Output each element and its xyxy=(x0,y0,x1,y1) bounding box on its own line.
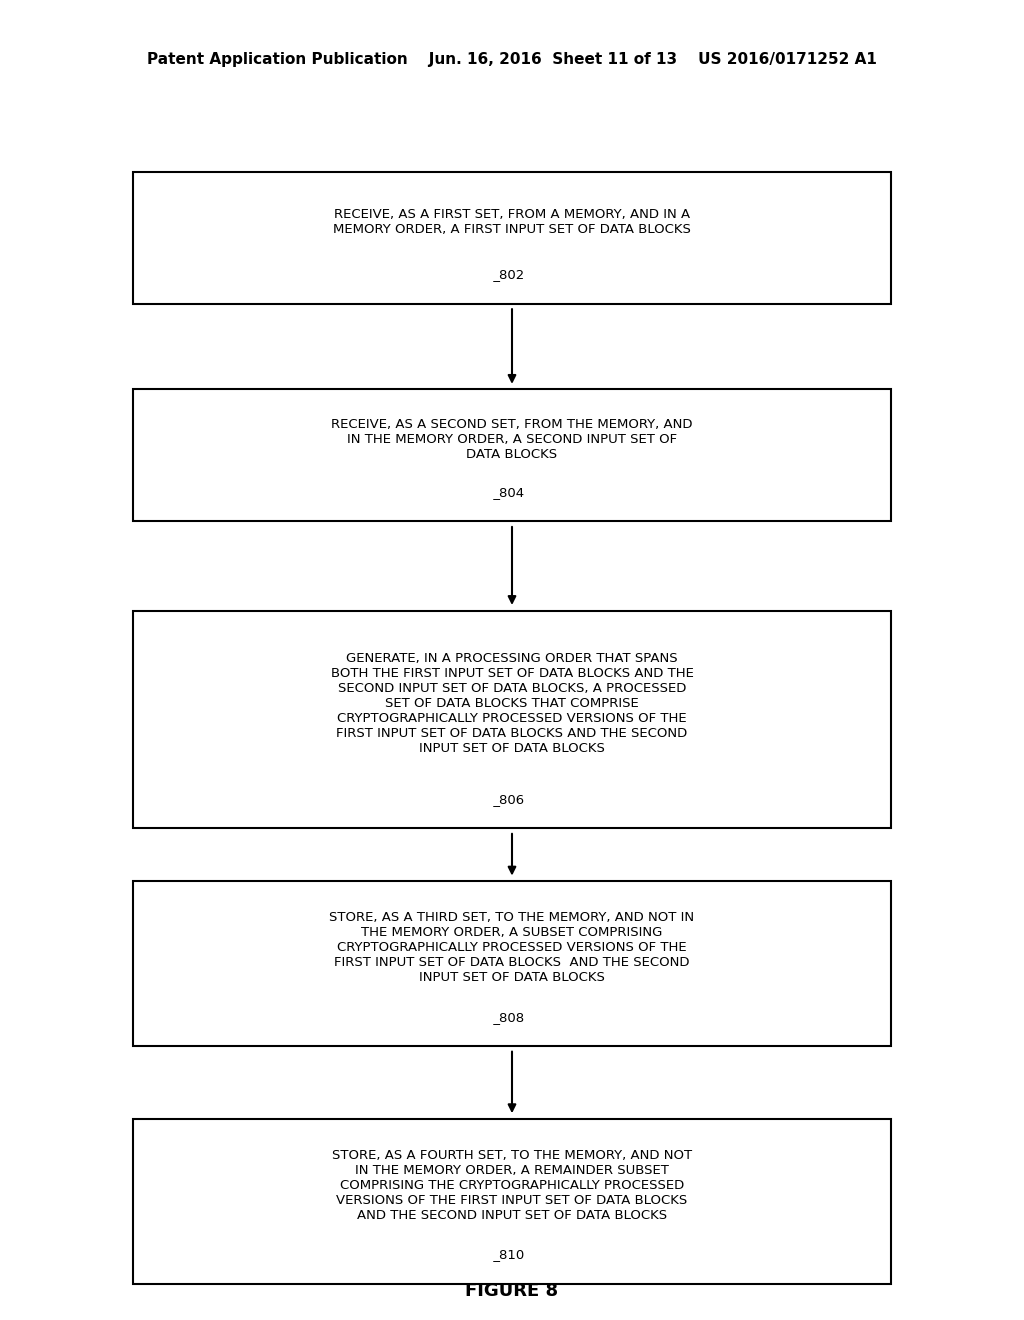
Text: RECEIVE, AS A FIRST SET, FROM A MEMORY, AND IN A
MEMORY ORDER, A FIRST INPUT SET: RECEIVE, AS A FIRST SET, FROM A MEMORY, … xyxy=(333,207,691,236)
FancyBboxPatch shape xyxy=(133,172,891,304)
Text: STORE, AS A FOURTH SET, TO THE MEMORY, AND NOT
IN THE MEMORY ORDER, A REMAINDER : STORE, AS A FOURTH SET, TO THE MEMORY, A… xyxy=(332,1148,692,1222)
Text: ̲806: ̲806 xyxy=(500,793,524,805)
Text: Patent Application Publication    Jun. 16, 2016  Sheet 11 of 13    US 2016/01712: Patent Application Publication Jun. 16, … xyxy=(147,51,877,67)
Text: ̲804: ̲804 xyxy=(500,486,524,499)
Text: GENERATE, IN A PROCESSING ORDER THAT SPANS
BOTH THE FIRST INPUT SET OF DATA BLOC: GENERATE, IN A PROCESSING ORDER THAT SPA… xyxy=(331,652,693,755)
Text: ̲808: ̲808 xyxy=(500,1011,524,1023)
Text: ̲810: ̲810 xyxy=(500,1249,524,1261)
FancyBboxPatch shape xyxy=(133,1119,891,1283)
Text: STORE, AS A THIRD SET, TO THE MEMORY, AND NOT IN
THE MEMORY ORDER, A SUBSET COMP: STORE, AS A THIRD SET, TO THE MEMORY, AN… xyxy=(330,911,694,985)
Text: ̲802: ̲802 xyxy=(500,268,524,281)
FancyBboxPatch shape xyxy=(133,882,891,1045)
FancyBboxPatch shape xyxy=(133,389,891,521)
Text: FIGURE 8: FIGURE 8 xyxy=(466,1282,558,1300)
Text: RECEIVE, AS A SECOND SET, FROM THE MEMORY, AND
IN THE MEMORY ORDER, A SECOND INP: RECEIVE, AS A SECOND SET, FROM THE MEMOR… xyxy=(331,418,693,461)
FancyBboxPatch shape xyxy=(133,610,891,829)
